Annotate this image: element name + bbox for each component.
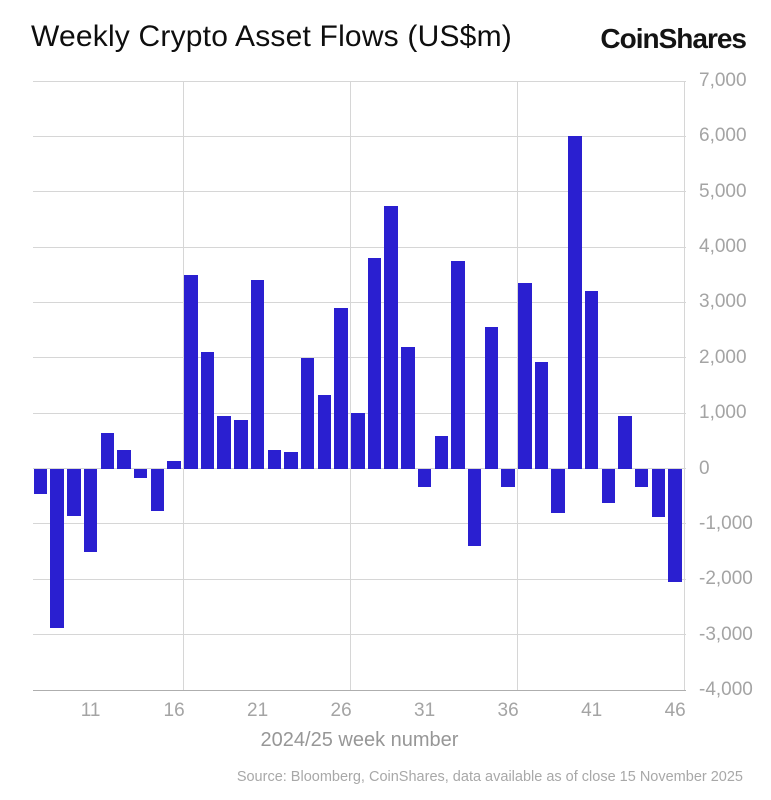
bar-week-11 — [83, 468, 98, 552]
x-tick-label: 46 — [664, 700, 686, 721]
v-gridline — [182, 81, 184, 690]
x-tick-label: 41 — [581, 700, 603, 721]
bar-week-42 — [601, 468, 616, 503]
h-gridline — [33, 80, 686, 82]
bar-week-18 — [200, 352, 215, 469]
y-tick-label: 2,000 — [699, 346, 747, 368]
bar-week-43 — [618, 415, 632, 469]
plot-area — [33, 80, 686, 691]
bar-week-24 — [300, 357, 315, 469]
x-axis-line — [33, 689, 686, 691]
x-tick-label: 16 — [163, 700, 185, 721]
y-tick-label: 4,000 — [699, 236, 747, 258]
y-tick-label: 6,000 — [699, 125, 747, 147]
bar-week-15 — [150, 468, 165, 512]
x-tick-label: 31 — [414, 700, 436, 721]
bar-week-39 — [551, 468, 565, 513]
bar-week-25 — [317, 395, 332, 469]
y-tick-label: -4,000 — [699, 679, 753, 700]
bar-week-14 — [133, 468, 148, 479]
y-tick-label: -1,000 — [699, 512, 753, 534]
bar-week-17 — [184, 274, 198, 469]
bar-week-44 — [634, 468, 649, 487]
x-tick-label: 21 — [247, 700, 269, 721]
v-gridline — [349, 81, 351, 690]
bar-week-10 — [67, 468, 81, 516]
bar-week-35 — [484, 327, 499, 469]
bar-week-8 — [33, 468, 48, 494]
h-gridline — [33, 578, 686, 580]
coinshares-logo: CoinShares — [600, 23, 747, 54]
bar-week-46 — [668, 468, 682, 583]
chart-title: Weekly Crypto Asset Flows (US$m) — [31, 20, 512, 53]
bar-week-40 — [568, 136, 582, 469]
y-tick-label: 0 — [699, 457, 710, 479]
bar-week-45 — [651, 468, 666, 518]
bar-week-26 — [334, 307, 348, 469]
h-gridline — [33, 135, 686, 137]
bar-week-27 — [351, 413, 365, 469]
bar-week-30 — [401, 346, 415, 469]
h-gridline — [33, 523, 686, 525]
bar-week-9 — [50, 468, 64, 628]
y-tick-label: -2,000 — [699, 568, 753, 590]
x-axis-title: 2024/25 week number — [260, 729, 459, 751]
v-gridline — [516, 81, 518, 690]
bar-week-20 — [234, 420, 248, 469]
y-tick-label: 3,000 — [699, 291, 747, 313]
y-tick-label: 1,000 — [699, 402, 747, 424]
h-gridline — [33, 468, 686, 470]
bar-week-41 — [584, 291, 599, 469]
x-tick-label: 11 — [80, 700, 101, 721]
source-note: Source: Bloomberg, CoinShares, data avai… — [236, 769, 743, 785]
bar-week-38 — [534, 362, 549, 469]
h-gridline — [33, 301, 686, 303]
bar-week-36 — [501, 468, 515, 487]
h-gridline — [33, 191, 686, 193]
y-tick-label: -3,000 — [699, 623, 753, 645]
bar-week-21 — [250, 280, 265, 469]
x-tick-label: 36 — [497, 700, 519, 721]
h-gridline — [33, 357, 686, 359]
y-tick-label: 5,000 — [699, 180, 747, 202]
bar-week-22 — [267, 450, 282, 469]
bar-week-16 — [167, 461, 181, 469]
bar-week-33 — [451, 260, 465, 469]
x-tick-label: 26 — [330, 700, 352, 721]
bar-week-19 — [217, 415, 231, 469]
bar-week-23 — [284, 451, 298, 469]
bar-week-34 — [467, 468, 482, 547]
bar-week-13 — [117, 450, 131, 469]
y-tick-label: 7,000 — [699, 70, 747, 91]
bar-week-37 — [518, 283, 532, 469]
bar-week-31 — [417, 468, 432, 487]
v-gridline — [683, 81, 685, 690]
bar-week-29 — [384, 205, 398, 469]
h-gridline — [33, 634, 686, 636]
bar-week-32 — [434, 435, 449, 469]
bar-week-12 — [100, 432, 115, 469]
h-gridline — [33, 246, 686, 248]
bar-week-28 — [367, 258, 382, 469]
